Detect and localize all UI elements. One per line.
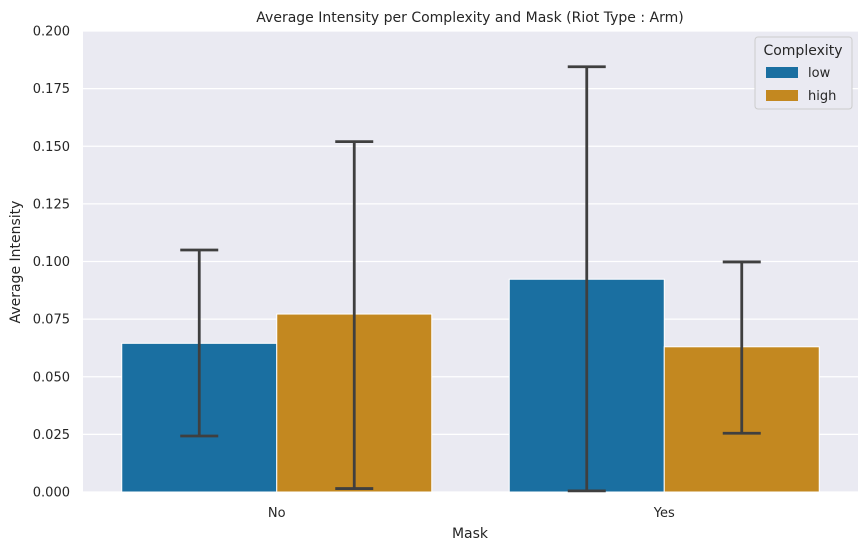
legend: Complexity low high (754, 36, 853, 110)
x-tick-label: Yes (653, 506, 675, 521)
y-tick-label: 0.150 (33, 140, 70, 155)
legend-swatch-high (766, 90, 798, 101)
error-bar-high-no (335, 140, 374, 490)
legend-swatch-low (766, 67, 798, 78)
y-tick-label: 0.075 (33, 313, 70, 328)
x-axis-label: Mask (452, 526, 489, 542)
y-axis-ticks: 0.000 0.025 0.050 0.075 0.100 0.125 0.150 0.175… (33, 25, 70, 501)
y-axis-label: Average Intensity (8, 201, 24, 324)
chart-title: Average Intensity per Complexity and Mas… (256, 10, 683, 26)
legend-label-high: high (808, 89, 836, 104)
legend-title: Complexity (763, 43, 842, 59)
error-bar-high-yes (722, 260, 761, 435)
y-tick-label: 0.175 (33, 82, 70, 97)
y-tick-label: 0.100 (33, 255, 70, 270)
x-tick-label: No (268, 506, 286, 521)
x-axis-ticks: No Yes (268, 506, 675, 521)
y-tick-label: 0.050 (33, 370, 70, 385)
error-bar-low-no (180, 248, 219, 438)
error-bars (180, 65, 761, 493)
y-tick-label: 0.000 (33, 486, 70, 501)
y-tick-label: 0.200 (33, 25, 70, 40)
legend-label-low: low (808, 66, 831, 81)
y-tick-label: 0.025 (33, 428, 70, 443)
y-tick-label: 0.125 (33, 197, 70, 212)
error-bar-low-yes (567, 65, 606, 493)
